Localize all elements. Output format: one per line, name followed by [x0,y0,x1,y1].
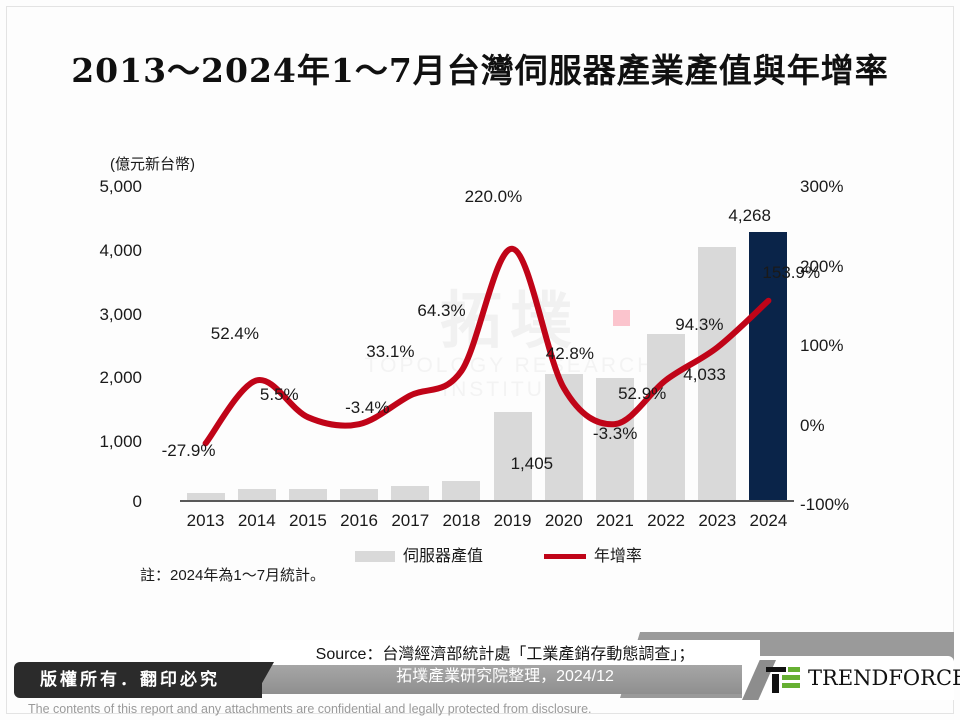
bar-value-label-2024: 4,268 [728,205,771,225]
x-label-2016: 2016 [340,511,378,530]
x-label-2017: 2017 [391,511,430,530]
source-band: Source：台灣經濟部統計處「工業產銷存動態調查」； 拓墣產業研究院整理，20… [250,640,760,694]
trendforce-wordmark: TRENDFORCE [808,666,960,690]
legend-item-bar: 伺服器產值 [355,542,483,566]
copyright-text: 版權所有．翻印必究 [40,670,220,689]
y-tick-right-300: 300% [800,177,844,196]
y-tick-left-0: 0 [132,492,142,511]
growth-label-2024: 153.9% [762,262,821,282]
bar-2016 [340,489,379,500]
x-label-2023: 2023 [698,511,737,530]
confidentiality-disclaimer: The contents of this report and any atta… [28,702,592,716]
bar-2023 [698,246,737,500]
bar-value-label-2023: 4,033 [683,364,726,384]
legend-bar-swatch [355,551,395,563]
growth-label-2019: 220.0% [464,186,523,206]
source-line-2: 拓墣產業研究院整理，2024/12 [396,668,614,685]
trendforce-mark-icon [766,667,800,693]
legend-item-line: 年增率 [543,542,642,566]
x-label-2020: 2020 [544,511,583,530]
y-tick-left-4000: 4,000 [99,241,142,260]
bar-series [180,180,794,500]
growth-label-2018: 64.3% [417,301,466,321]
y-axis-unit-label: (億元新台幣) [110,156,195,173]
growth-label-2021: -3.3% [592,424,638,444]
x-label-2014: 2014 [237,511,276,530]
bar-value-label-2019: 1,405 [510,453,554,473]
bar-2017 [391,485,430,500]
growth-label-2023: 94.3% [675,315,724,335]
x-label-2022: 2022 [647,511,685,530]
growth-label-2015: 5.5% [259,385,299,405]
bar-2013 [186,493,225,500]
growth-label-2016: -3.4% [345,398,390,418]
trendforce-logo: TRENDFORCE [742,660,960,700]
bar-2018 [442,481,481,500]
bar-2021 [595,377,634,500]
y-tick-right-neg100: -100% [800,495,850,514]
chart-legend: 伺服器產值 年增率 [355,542,675,566]
x-label-2024: 2024 [749,511,788,530]
y-tick-left-1000: 1,000 [99,432,142,451]
bar-2014 [237,489,276,500]
chart-note: 註：2024年為1～7月統計。 [140,567,326,584]
y-tick-right-100: 100% [800,336,844,355]
bar-2024 [749,231,788,500]
x-axis-line [180,500,794,502]
x-label-2018: 2018 [442,511,481,530]
growth-label-2013: -27.9% [161,441,216,461]
page-title: 2013～2024年1～7月台灣伺服器產業產值與年增率 [71,51,889,90]
growth-label-2017: 33.1% [366,341,415,361]
x-label-2021: 2021 [595,511,634,530]
pink-square-marker [613,310,630,326]
bar-2022 [647,334,686,500]
growth-label-2014: 52.4% [210,324,259,344]
legend-bar-label: 伺服器產值 [403,548,484,565]
legend-line-label: 年增率 [593,548,642,565]
bar-2015 [288,488,327,500]
source-line-1: Source：台灣經濟部統計處「工業產銷存動態調查」； [315,646,695,663]
growth-label-2020: 42.8% [545,343,594,363]
bar-2019 [493,411,532,500]
x-label-2019: 2019 [493,511,532,530]
y-tick-left-2000: 2,000 [99,368,142,387]
slide-frame [6,6,954,714]
growth-label-2022: 52.9% [618,383,667,403]
bar-2020 [544,373,583,500]
copyright-banner: 版權所有．翻印必究 [14,662,262,698]
y-tick-right-0: 0% [800,416,825,435]
y-tick-right-200: 200% [800,257,844,276]
x-label-2015: 2015 [288,511,327,530]
y-tick-left-3000: 3,000 [99,305,142,324]
x-label-2013: 2013 [186,511,225,530]
legend-line-swatch [543,554,586,560]
y-tick-left-5000: 5,000 [99,177,142,196]
